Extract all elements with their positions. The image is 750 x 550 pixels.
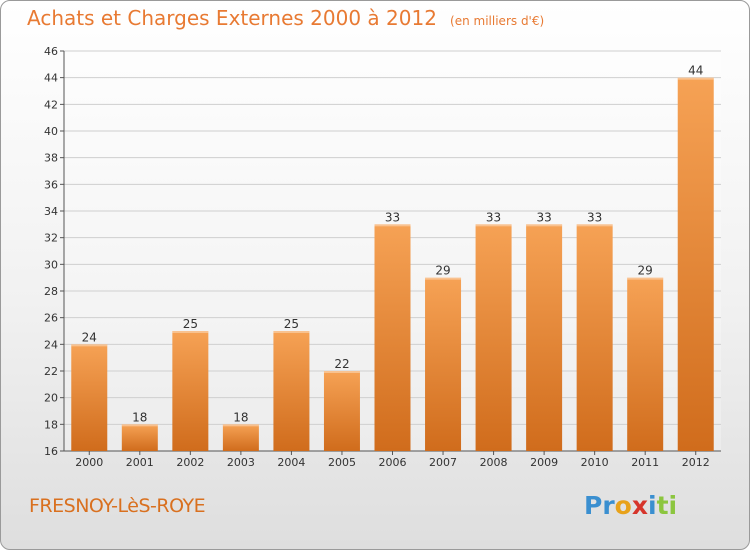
bar-highlight	[576, 224, 613, 227]
bar	[576, 224, 613, 451]
y-tick-label: 20	[44, 392, 58, 405]
logo-letter: P	[584, 491, 603, 520]
y-tick-label: 36	[44, 178, 58, 191]
chart-title: Achats et Charges Externes 2000 à 2012 (…	[27, 6, 544, 30]
x-tick-label: 2004	[277, 456, 305, 469]
y-tick-label: 30	[44, 258, 58, 271]
bar-highlight	[627, 277, 664, 280]
y-tick-label: 26	[44, 312, 58, 325]
x-tick-label: 2005	[328, 456, 356, 469]
y-tick-label: 16	[44, 445, 58, 458]
logo-letter: t	[656, 491, 669, 520]
bar-highlight	[222, 424, 259, 427]
x-tick-label: 2001	[126, 456, 154, 469]
proxiti-logo[interactable]: Proxiti	[584, 491, 677, 520]
bar-highlight	[526, 224, 563, 227]
logo-letter: i	[668, 491, 678, 520]
bar-highlight	[71, 344, 108, 347]
x-tick-label: 2007	[429, 456, 457, 469]
bar	[374, 224, 411, 451]
chart-title-text: Achats et Charges Externes 2000 à 2012	[27, 6, 437, 30]
y-tick-label: 40	[44, 125, 58, 138]
data-label: 33	[587, 210, 602, 224]
data-label: 33	[486, 210, 501, 224]
data-label: 29	[638, 264, 653, 278]
bar-highlight	[172, 331, 209, 333]
bar	[222, 424, 259, 451]
data-label: 18	[132, 410, 147, 424]
bar-highlight	[273, 331, 310, 333]
bar	[627, 277, 664, 451]
bar-highlight	[677, 77, 714, 80]
data-label: 25	[183, 317, 198, 331]
bar	[475, 224, 512, 451]
bar-highlight	[374, 224, 411, 227]
bar	[71, 344, 108, 451]
bar	[677, 77, 714, 452]
y-tick-label: 42	[44, 98, 58, 111]
y-tick-label: 34	[44, 205, 58, 218]
y-tick-label: 28	[44, 285, 58, 298]
bar-highlight	[425, 277, 462, 280]
data-label: 44	[688, 64, 703, 78]
y-tick-label: 32	[44, 232, 58, 245]
x-tick-label: 2011	[631, 456, 659, 469]
bar	[273, 331, 310, 451]
bar	[172, 331, 209, 451]
data-label: 25	[284, 317, 299, 331]
chart-unit-text: (en milliers d'€)	[450, 14, 545, 28]
x-tick-label: 2002	[176, 456, 204, 469]
bar	[526, 224, 563, 451]
x-tick-label: 2012	[682, 456, 710, 469]
data-label: 29	[435, 264, 450, 278]
y-tick-label: 46	[44, 45, 58, 58]
data-label: 22	[334, 357, 349, 371]
x-tick-label: 2008	[480, 456, 508, 469]
y-tick-label: 18	[44, 418, 58, 431]
y-tick-label: 44	[44, 72, 58, 85]
bar	[425, 277, 462, 451]
x-tick-label: 2010	[581, 456, 609, 469]
x-tick-label: 2000	[75, 456, 103, 469]
logo-letter: x	[631, 491, 648, 520]
bar	[121, 424, 158, 451]
x-tick-label: 2009	[530, 456, 558, 469]
bar-highlight	[475, 224, 512, 227]
bar	[323, 371, 360, 451]
y-tick-label: 22	[44, 365, 58, 378]
y-tick-label: 24	[44, 338, 58, 351]
bar-highlight	[323, 371, 360, 373]
bar-highlight	[121, 424, 158, 427]
y-tick-label: 38	[44, 152, 58, 165]
data-label: 24	[82, 330, 97, 344]
data-label: 33	[536, 210, 551, 224]
x-tick-label: 2006	[379, 456, 407, 469]
x-tick-label: 2003	[227, 456, 255, 469]
commune-name: FRESNOY-LèS-ROYE	[29, 495, 206, 517]
data-label: 18	[233, 410, 248, 424]
logo-letter: i	[648, 491, 657, 520]
logo-letter: o	[614, 491, 632, 520]
data-label: 33	[385, 210, 400, 224]
logo-letter: r	[602, 491, 615, 520]
